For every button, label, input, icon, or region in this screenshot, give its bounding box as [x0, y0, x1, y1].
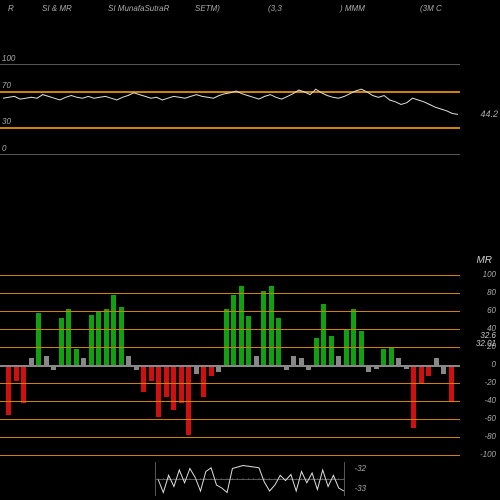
- bar-axis-label: 80: [487, 288, 496, 297]
- bar-gridline: [0, 311, 460, 312]
- header-label: ) MMM: [340, 4, 365, 13]
- mr-label: MR: [476, 255, 492, 266]
- bar: [6, 365, 11, 415]
- bar: [171, 365, 176, 410]
- header-label: SI MunafaSutraR: [108, 4, 169, 13]
- rsi-current-value: 44.2: [480, 109, 498, 119]
- bar-current-value: 32.01: [476, 339, 496, 348]
- header-label: (3M C: [420, 4, 442, 13]
- bar: [434, 358, 439, 365]
- bar: [351, 309, 356, 365]
- bar-axis-label: -40: [484, 396, 496, 405]
- bar-axis-label: -60: [484, 414, 496, 423]
- bar: [66, 309, 71, 365]
- header-label: SETM): [195, 4, 220, 13]
- bar: [209, 365, 214, 376]
- mini-top-label: -32: [354, 464, 366, 473]
- bar: [126, 356, 131, 365]
- bar-axis-label: 60: [487, 306, 496, 315]
- bar-axis-label: -80: [484, 432, 496, 441]
- bar: [81, 358, 86, 365]
- bar-gridline: [0, 329, 460, 330]
- bar: [44, 356, 49, 365]
- mini-line-chart: [156, 462, 346, 496]
- mini-bottom-label: -33: [354, 484, 366, 493]
- bar: [269, 286, 274, 365]
- bar: [419, 365, 424, 383]
- bar-gridline: [0, 365, 460, 367]
- bar-gridline: [0, 401, 460, 402]
- bar: [119, 307, 124, 365]
- bar: [329, 336, 334, 365]
- bar: [321, 304, 326, 365]
- bar: [149, 365, 154, 381]
- bar-gridline: [0, 347, 460, 348]
- bar: [299, 358, 304, 365]
- bar: [426, 365, 431, 376]
- bar: [141, 365, 146, 392]
- bar-gridline: [0, 437, 460, 438]
- bar-gridline: [0, 419, 460, 420]
- bar-axis-label: 0: [492, 360, 496, 369]
- bar-gridline: [0, 383, 460, 384]
- bar: [104, 309, 109, 365]
- mini-panel: -32-33: [155, 462, 345, 496]
- rsi-axis-label: 100: [2, 54, 15, 63]
- bar: [389, 347, 394, 365]
- bar: [381, 349, 386, 365]
- bar: [164, 365, 169, 397]
- bar-gridline: [0, 455, 460, 456]
- bar: [254, 356, 259, 365]
- bar: [29, 358, 34, 365]
- header-label: SI & MR: [42, 4, 72, 13]
- bar: [276, 318, 281, 365]
- bar-axis-label: -100: [480, 450, 496, 459]
- bar: [224, 309, 229, 365]
- bar: [156, 365, 161, 417]
- header-label: (3,3: [268, 4, 282, 13]
- bar: [291, 356, 296, 365]
- bar: [396, 358, 401, 365]
- bar: [36, 313, 41, 365]
- bar: [59, 318, 64, 365]
- bar: [74, 349, 79, 365]
- rsi-line-chart: [0, 64, 460, 156]
- chart-header: R SI & MR SI MunafaSutraR SETM) (3,3 ) MMM (3M…: [0, 4, 500, 20]
- bar: [314, 338, 319, 365]
- bar-gridline: [0, 275, 460, 276]
- bar: [201, 365, 206, 397]
- bar-axis-label: -20: [484, 378, 496, 387]
- bar: [96, 311, 101, 365]
- header-label: R: [8, 4, 14, 13]
- bar: [14, 365, 19, 381]
- bar-axis-label: 100: [483, 270, 496, 279]
- bar: [336, 356, 341, 365]
- bar-gridline: [0, 293, 460, 294]
- bar: [239, 286, 244, 365]
- bar-panel: MR 100806040200-20-40-60-80-10032.632.01: [0, 275, 500, 455]
- rsi-panel: 1007030044.2: [0, 64, 500, 156]
- bar: [89, 315, 94, 365]
- bar: [246, 316, 251, 366]
